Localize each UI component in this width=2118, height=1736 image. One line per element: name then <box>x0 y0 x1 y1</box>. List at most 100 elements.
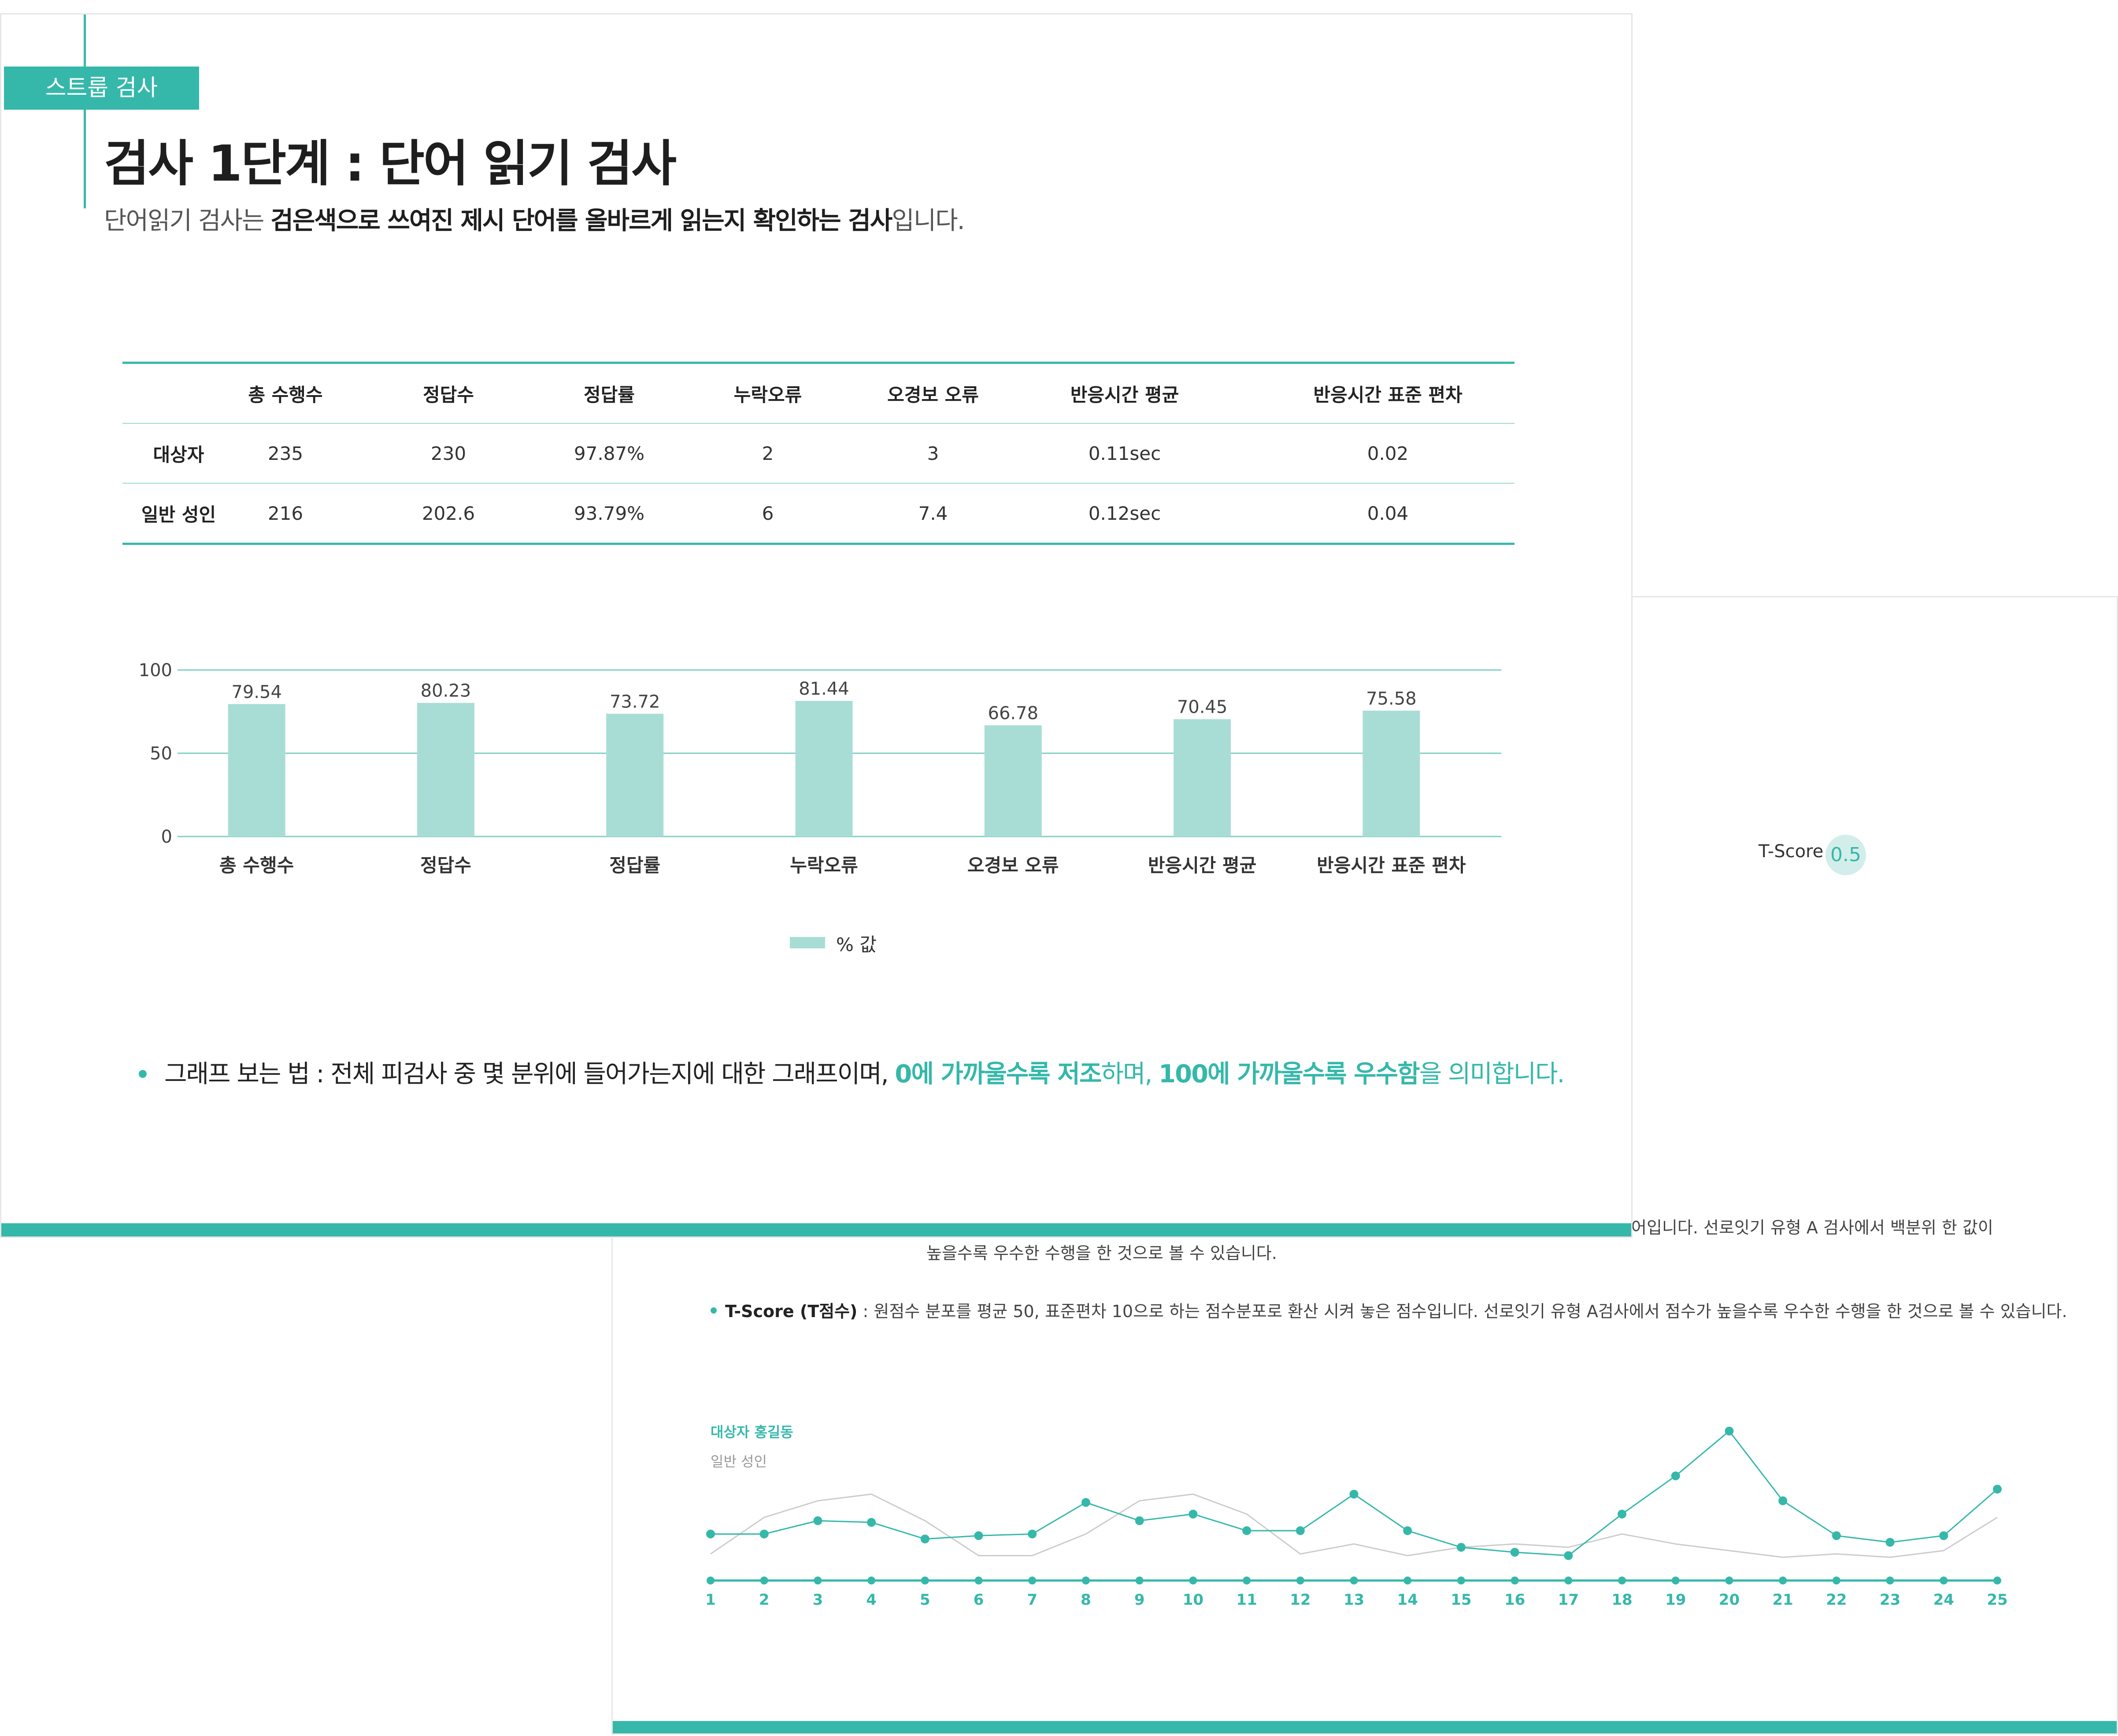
series-point-subject <box>1403 1526 1412 1535</box>
results-table: 총 수행수 정답수 정답률 누락오류 오경보 오류 반응시간 평균 반응시간 표… <box>122 362 1514 545</box>
series-point-subject <box>1564 1551 1573 1560</box>
table-header: 총 수행수 <box>235 363 336 424</box>
series-point-subject <box>1832 1531 1841 1540</box>
t-score-value-bubble: 0.5 <box>1825 835 1866 875</box>
bar <box>228 704 285 837</box>
note-highlight-high: 100에 가까울수록 우수함 <box>1159 1060 1420 1088</box>
legend-swatch <box>790 937 825 948</box>
note-post: 을 의미합니다. <box>1419 1060 1565 1088</box>
table-header <box>122 363 235 424</box>
bar-value-label: 79.54 <box>231 682 282 702</box>
x-tick-label: 4 <box>866 1591 877 1609</box>
table-cell: 2 <box>658 423 878 484</box>
baseline-point <box>1403 1577 1412 1584</box>
x-tick-label: 5 <box>920 1591 930 1609</box>
bar-value-label: 75.58 <box>1366 688 1417 709</box>
x-tick-label: 19 <box>1665 1591 1686 1609</box>
table-header-row: 총 수행수 정답수 정답률 누락오류 오경보 오류 반응시간 평균 반응시간 표… <box>122 363 1514 424</box>
series-line-general-adult <box>710 1493 1998 1558</box>
baseline-point <box>1618 1577 1626 1584</box>
front-page-bottom-bar <box>1 1223 1631 1236</box>
series-point-subject <box>1456 1543 1466 1552</box>
bar-value-label: 81.44 <box>799 679 849 699</box>
back-page-bottom-bar <box>613 1721 2117 1733</box>
baseline-point <box>921 1577 929 1584</box>
baseline-point <box>1564 1577 1573 1584</box>
note-bullet-dot <box>139 1070 147 1078</box>
baseline-point <box>707 1577 715 1584</box>
bar <box>984 725 1042 837</box>
page-subtitle: 단어읽기 검사는 검은색으로 쓰여진 제시 단어를 올바르게 읽는지 확인하는 … <box>104 201 965 237</box>
table-header: 정답률 <box>561 363 658 424</box>
baseline-point <box>1671 1577 1680 1584</box>
x-tick-label: 2 <box>759 1591 770 1609</box>
baseline-point <box>1135 1577 1144 1584</box>
x-tick-label: 12 <box>1290 1591 1311 1609</box>
bar-value-label: 66.78 <box>988 703 1039 724</box>
bar-value-label: 80.23 <box>421 681 471 701</box>
series-point-subject <box>1778 1496 1788 1506</box>
table-cell: 202.6 <box>422 502 475 524</box>
baseline-point <box>1940 1577 1948 1584</box>
x-tick-label: 22 <box>1826 1591 1847 1609</box>
series-point-subject <box>1885 1538 1895 1547</box>
baseline-point <box>1350 1577 1358 1584</box>
subtitle-bold: 검은색으로 쓰여진 제시 단어를 올바르게 읽는지 확인하는 검사 <box>270 207 892 235</box>
x-category-label: 오경보 오류 <box>967 855 1059 876</box>
series-point-subject <box>920 1534 929 1544</box>
table-header: 오경보 오류 <box>878 363 988 424</box>
x-tick-label: 25 <box>1987 1591 2007 1609</box>
table-row: 일반 성인 216 202.6 93.79% 6 7.4 0.12sec 0.0… <box>122 483 1514 544</box>
bar <box>606 714 664 837</box>
table-cell: 0.12sec <box>1088 502 1161 524</box>
series-point-subject <box>1618 1510 1627 1519</box>
table-cell: 7.4 <box>918 502 948 524</box>
baseline-point <box>1993 1577 2001 1584</box>
percentile-description-line2: 높을수록 우수한 수행을 한 것으로 볼 수 있습니다. <box>926 1244 1277 1263</box>
x-tick-label: 15 <box>1451 1591 1471 1609</box>
x-tick-label: 6 <box>974 1591 984 1609</box>
series-point-subject <box>759 1529 769 1539</box>
table-cell: 3 <box>878 423 988 484</box>
x-category-label: 반응시간 표준 편차 <box>1317 855 1466 876</box>
x-category-label: 반응시간 평균 <box>1148 855 1256 876</box>
series-point-subject <box>1189 1510 1198 1519</box>
baseline-point <box>1779 1577 1787 1584</box>
x-tick-label: 23 <box>1880 1591 1900 1609</box>
series-point-subject <box>1725 1426 1734 1436</box>
series-point-subject <box>813 1516 822 1525</box>
x-tick-label: 1 <box>705 1591 716 1609</box>
x-category-label: 총 수행수 <box>219 855 294 876</box>
bullet-dot <box>711 1307 717 1314</box>
bar <box>417 703 474 837</box>
series-point-subject <box>706 1529 715 1539</box>
series-point-subject <box>1135 1516 1144 1525</box>
x-tick-label: 8 <box>1081 1591 1091 1609</box>
t-score-term: T-Score (T점수) <box>725 1302 858 1321</box>
baseline-point <box>1886 1577 1894 1584</box>
bar-chart: 0 50 100 79.54 총 수행수 80.23 정답수 73.72 정답률 81.44 누락오… <box>139 660 1501 876</box>
baseline-point <box>1028 1577 1037 1584</box>
table-cell: 216 <box>267 502 304 524</box>
bar <box>1363 711 1420 837</box>
baseline-point <box>814 1577 822 1584</box>
baseline-point <box>1243 1577 1251 1584</box>
section-tag: 스트룹 검사 <box>4 67 199 110</box>
series-point-subject <box>867 1518 876 1527</box>
x-tick-label: 10 <box>1183 1591 1203 1609</box>
x-tick-label: 7 <box>1027 1591 1037 1609</box>
baseline-point <box>1296 1577 1304 1584</box>
series-point-subject <box>1081 1498 1090 1507</box>
note-pre: 그래프 보는 법 : 전체 피검사 중 몇 분위에 들어가는지에 대한 그래프이… <box>164 1060 895 1088</box>
graph-reading-note: 그래프 보는 법 : 전체 피검사 중 몇 분위에 들어가는지에 대한 그래프이… <box>164 1054 1565 1090</box>
baseline-point <box>760 1577 768 1584</box>
series-point-subject <box>1939 1531 1948 1540</box>
bar <box>795 701 853 837</box>
bar <box>1174 719 1231 837</box>
accent-vertical-line <box>84 15 86 208</box>
x-tick-label: 11 <box>1236 1591 1257 1609</box>
series-point-subject <box>1028 1529 1037 1539</box>
x-tick-label: 24 <box>1933 1591 1954 1609</box>
table-cell: 0.11sec <box>988 423 1261 484</box>
baseline-point <box>867 1577 876 1584</box>
